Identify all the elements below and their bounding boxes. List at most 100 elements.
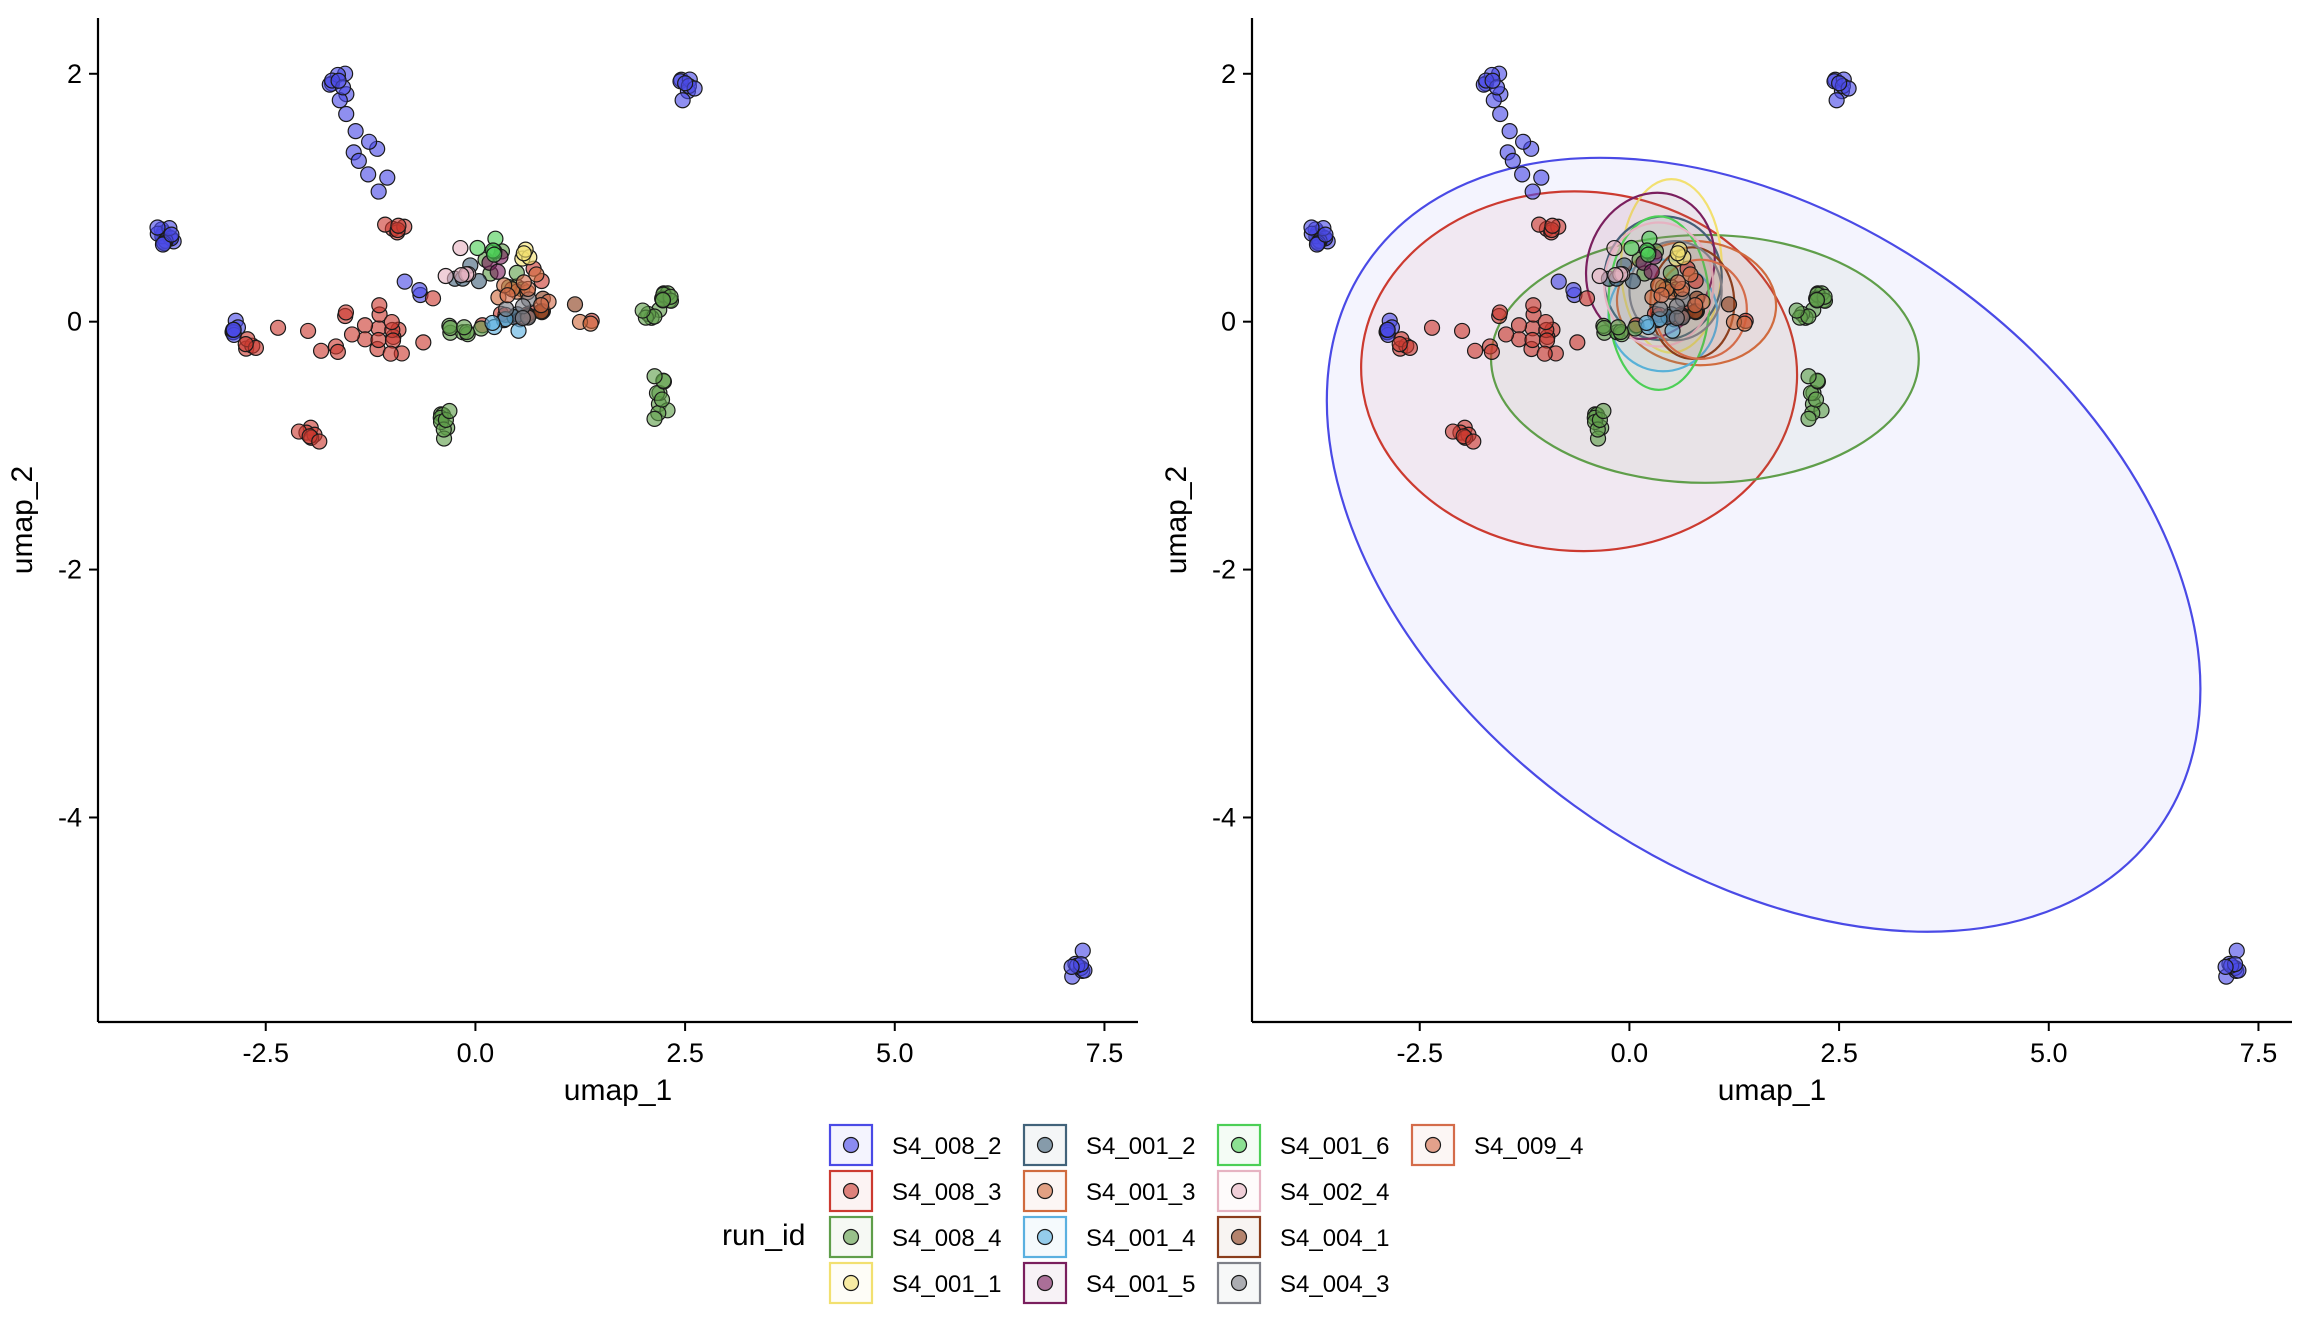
point-s4-008-3 xyxy=(237,336,254,353)
point-s4-008-2 xyxy=(379,169,396,186)
point-s4-008-3 xyxy=(1483,343,1500,361)
point-s4-008-2 xyxy=(1828,92,1845,109)
point-s4-008-2 xyxy=(1565,282,1582,299)
point-s4-008-4 xyxy=(1595,402,1612,420)
point-s4-009-4 xyxy=(1669,274,1686,291)
legend-item-s4-004-1: S4_004_1 xyxy=(1216,1215,1389,1259)
point-s4-008-4 xyxy=(1800,410,1817,427)
point-s4-002-4 xyxy=(453,266,470,284)
x-tick-label: 2.5 xyxy=(1820,1038,1858,1068)
legend: run_id S4_008_2 S4_008_3 S4_008_4 S4_001_1 S4… xyxy=(722,1123,1583,1305)
x-tick-label: 0.0 xyxy=(1611,1038,1649,1068)
point-s4-001-3 xyxy=(528,266,545,283)
legend-key-point xyxy=(1036,1182,1054,1200)
point-s4-008-3 xyxy=(1578,290,1596,307)
point-s4-009-4 xyxy=(499,287,516,304)
point-s4-001-4 xyxy=(484,314,501,332)
point-s4-008-2 xyxy=(347,123,364,140)
point-s4-008-2 xyxy=(1379,321,1396,338)
x-axis-title: umap_1 xyxy=(564,1074,672,1107)
point-s4-008-2 xyxy=(370,183,387,200)
point-s4-008-3 xyxy=(1538,332,1556,349)
point-s4-002-4 xyxy=(1606,239,1623,257)
legend-item-s4-001-5: S4_001_5 xyxy=(1022,1261,1195,1305)
point-s4-009-4 xyxy=(1653,287,1670,304)
legend-label: S4_004_3 xyxy=(1280,1271,1389,1298)
point-s4-001-3 xyxy=(1682,266,1699,283)
point-s4-008-3 xyxy=(371,297,388,314)
point-s4-008-2 xyxy=(1550,273,1567,290)
point-s4-008-2 xyxy=(361,133,378,150)
point-s4-008-2 xyxy=(1074,942,1091,959)
point-s4-008-3 xyxy=(329,343,346,361)
point-s4-008-2 xyxy=(1514,166,1531,183)
point-s4-004-3 xyxy=(1668,309,1685,327)
x-tick-label: -2.5 xyxy=(1396,1038,1443,1068)
point-s4-004-3 xyxy=(498,300,515,318)
legend-label: S4_001_4 xyxy=(1086,1225,1195,1252)
point-s4-008-3 xyxy=(1466,342,1484,359)
point-s4-008-3 xyxy=(1510,317,1528,334)
point-s4-008-2 xyxy=(1501,123,1518,140)
point-s4-009-4 xyxy=(515,274,532,291)
point-s4-004-1 xyxy=(566,296,584,313)
point-s4-008-3 xyxy=(356,317,374,334)
point-s4-008-3 xyxy=(1491,304,1509,321)
legend-item-s4-004-3: S4_004_3 xyxy=(1216,1261,1389,1305)
point-s4-004-3 xyxy=(514,309,531,327)
point-s4-008-2 xyxy=(1533,169,1550,186)
y-tick-label: -2 xyxy=(58,555,82,585)
point-s4-008-3 xyxy=(383,313,400,331)
legend-item-s4-001-3: S4_001_3 xyxy=(1022,1169,1195,1213)
point-s4-001-6 xyxy=(469,239,486,257)
point-s4-002-4 xyxy=(452,239,469,257)
point-s4-008-2 xyxy=(163,226,180,243)
point-s4-008-2 xyxy=(338,105,355,123)
point-s4-008-4 xyxy=(653,391,671,408)
y-tick-label: -4 xyxy=(58,802,82,832)
point-s4-008-2 xyxy=(350,152,367,169)
point-s4-008-2 xyxy=(1063,958,1080,976)
point-s4-008-4 xyxy=(442,319,459,337)
point-s4-001-6 xyxy=(486,246,503,263)
point-s4-008-4 xyxy=(646,368,663,385)
point-s4-008-4 xyxy=(646,410,663,427)
point-s4-002-4 xyxy=(437,267,454,285)
x-tick-label: 5.0 xyxy=(2030,1038,2068,1068)
y-tick-label: 2 xyxy=(67,59,82,89)
point-s4-008-3 xyxy=(384,332,402,349)
point-s4-008-4 xyxy=(1808,291,1825,308)
point-s4-008-2 xyxy=(1515,133,1532,150)
legend-label: S4_004_1 xyxy=(1280,1225,1389,1252)
y-axis-title: umap_2 xyxy=(6,466,39,574)
legend-label: S4_009_4 xyxy=(1474,1133,1583,1160)
legend-label: S4_001_2 xyxy=(1086,1133,1195,1160)
point-s4-008-3 xyxy=(1544,217,1561,234)
point-s4-008-3 xyxy=(1524,331,1541,349)
legend-label: S4_001_5 xyxy=(1086,1271,1195,1298)
point-s4-008-3 xyxy=(1391,336,1408,353)
point-s4-004-1 xyxy=(1720,296,1738,313)
point-s4-001-3 xyxy=(582,315,599,332)
legend-key-point xyxy=(842,1228,860,1246)
point-s4-008-3 xyxy=(424,290,442,307)
point-s4-008-3 xyxy=(1536,345,1553,362)
y-tick-label: 0 xyxy=(67,307,82,337)
point-s4-008-3 xyxy=(370,331,387,349)
legend-item-s4-001-1: S4_001_1 xyxy=(828,1261,1001,1305)
point-s4-002-4 xyxy=(1591,267,1608,285)
point-s4-008-3 xyxy=(1453,322,1471,340)
legend-item-s4-009-4: S4_009_4 xyxy=(1410,1123,1583,1167)
point-s4-008-3 xyxy=(337,304,355,321)
point-s4-008-2 xyxy=(1484,72,1501,89)
point-s4-002-4 xyxy=(1607,266,1624,284)
point-s4-008-3 xyxy=(1497,326,1515,343)
legend-label: S4_001_6 xyxy=(1280,1133,1389,1160)
legend-key-point xyxy=(1230,1182,1248,1200)
legend-label: S4_008_4 xyxy=(892,1225,1001,1252)
point-s4-004-3 xyxy=(1652,300,1669,318)
point-s4-008-4 xyxy=(1610,319,1627,336)
point-s4-008-4 xyxy=(1788,302,1805,319)
x-tick-label: 0.0 xyxy=(457,1038,495,1068)
